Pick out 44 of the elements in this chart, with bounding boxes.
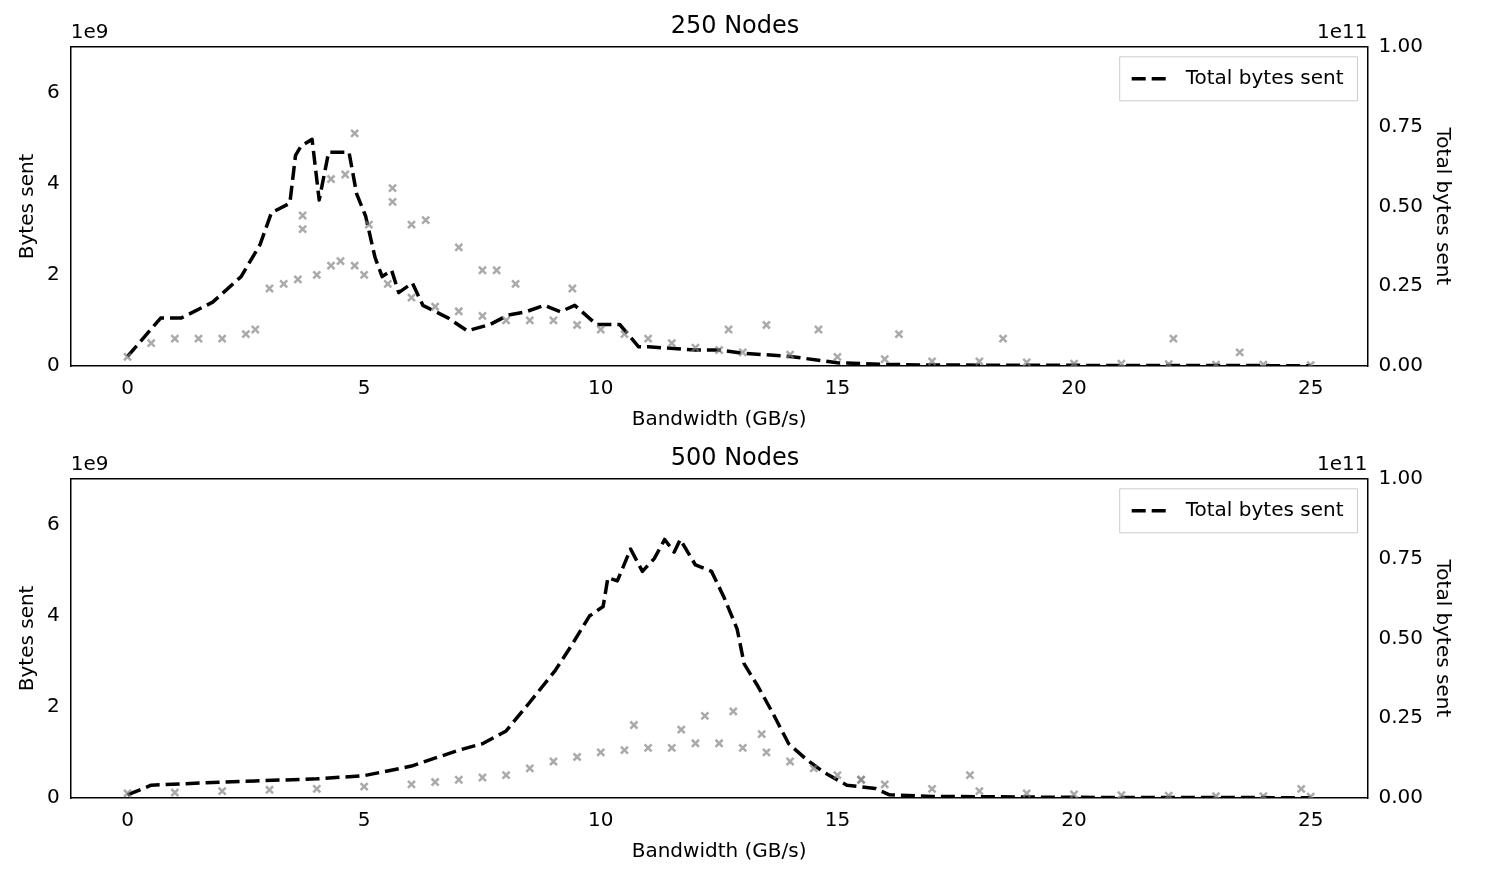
y-tick-label: 4: [46, 169, 60, 194]
legend-label: Total bytes sent: [1184, 65, 1344, 89]
chart-title: 500 Nodes: [670, 442, 800, 471]
y-axis-title: Bytes sent: [14, 153, 39, 260]
x-axis-title: Bandwidth (GB/s): [631, 406, 807, 431]
y2-tick-label: 0.00: [1378, 784, 1423, 809]
y2-axis-title: Total bytes sent: [1431, 558, 1456, 718]
text: 1e11: [1316, 19, 1368, 43]
x-tick-label: 15: [824, 375, 851, 400]
x-tick-label: 25: [1297, 807, 1324, 832]
y-tick-label: 4: [46, 601, 60, 626]
x-tick-label: 10: [588, 375, 614, 400]
x-tick-label: 25: [1297, 375, 1324, 400]
x-tick-label: 20: [1061, 375, 1087, 400]
x-tick-label: 0: [121, 375, 134, 400]
y2-axis-title: Total bytes sent: [1431, 126, 1456, 286]
y2-tick-label: 1.00: [1378, 465, 1423, 489]
x-tick-label: 10: [588, 807, 614, 832]
y-axis-title: Bytes sent: [14, 585, 39, 692]
y-tick-label: 2: [46, 261, 60, 285]
y2-tick-label: 0.50: [1378, 192, 1423, 217]
y-tick-label: 2: [46, 693, 60, 717]
x-tick-label: 5: [357, 375, 371, 400]
x-tick-label: 0: [121, 807, 134, 832]
y2-tick-label: 0.00: [1378, 352, 1423, 377]
text: 1e9: [70, 19, 109, 43]
y2-tick-label: 0.75: [1378, 544, 1423, 569]
y2-tick-label: 0.25: [1378, 704, 1423, 729]
text: 1e11: [1316, 451, 1368, 475]
y-tick-label: 6: [46, 78, 60, 103]
y-tick-label: 0: [46, 352, 60, 377]
y2-tick-label: 0.25: [1378, 272, 1423, 297]
y-tick-label: 6: [46, 510, 60, 535]
chart-title: 250 Nodes: [670, 10, 800, 39]
x-tick-label: 15: [824, 807, 851, 832]
x-tick-label: 5: [357, 807, 371, 832]
text: 1e9: [70, 451, 109, 475]
legend-label: Total bytes sent: [1184, 497, 1344, 521]
y2-tick-label: 0.75: [1378, 112, 1423, 137]
y-tick-label: 0: [46, 784, 60, 809]
x-tick-label: 20: [1061, 807, 1087, 832]
y2-tick-label: 0.50: [1378, 624, 1423, 649]
x-axis-title: Bandwidth (GB/s): [631, 838, 807, 863]
y2-tick-label: 1.00: [1378, 33, 1423, 57]
